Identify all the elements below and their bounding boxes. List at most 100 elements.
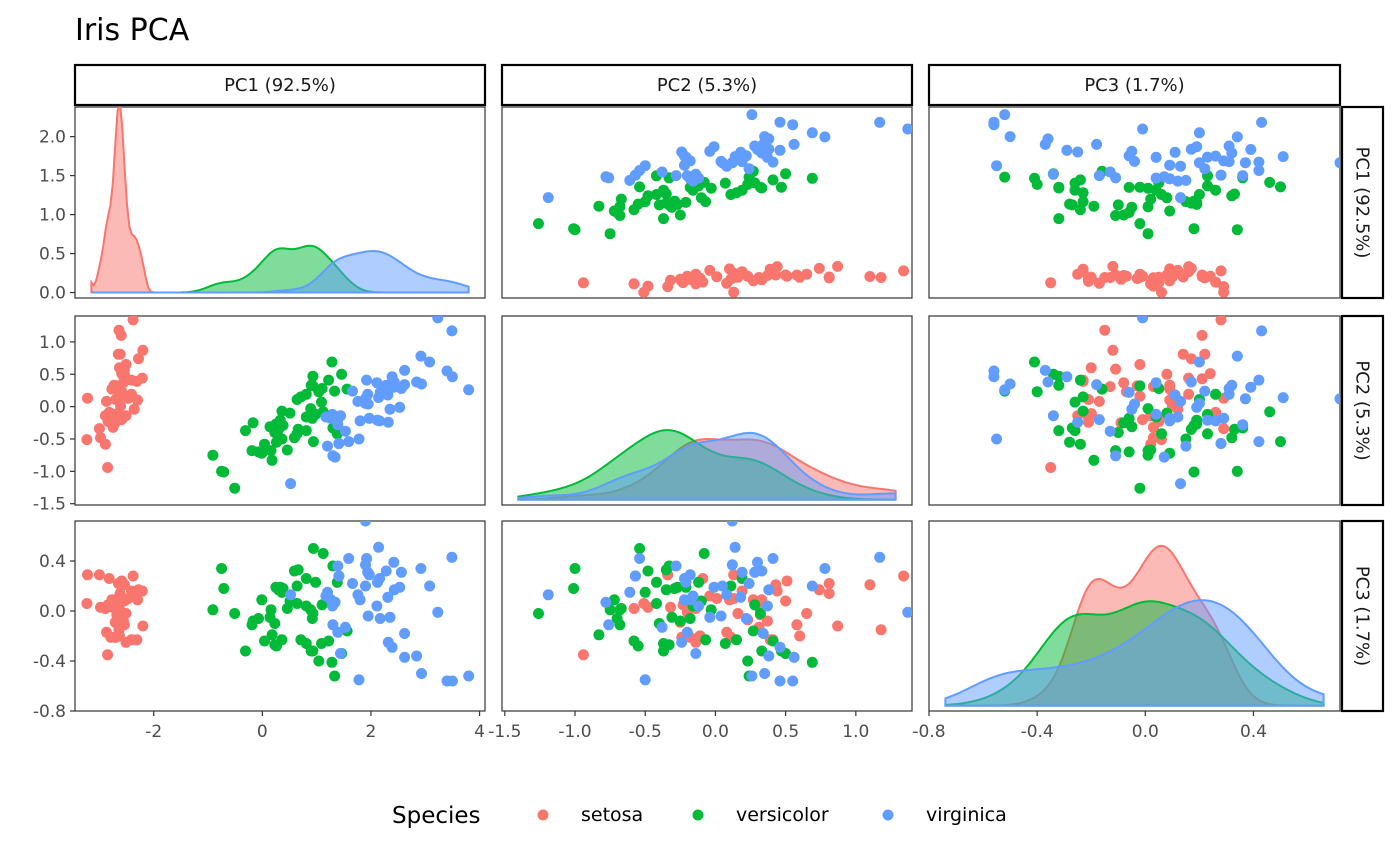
point-versicolor-41-pc2-pc3 xyxy=(1142,403,1154,415)
point-versicolor-49-pc2-pc3 xyxy=(1185,423,1197,435)
point-virginica-44-pc3-pc1 xyxy=(388,556,400,568)
point-versicolor-43-pc1-pc3 xyxy=(1188,223,1200,235)
point-versicolor-4-pc1-pc2 xyxy=(719,177,731,189)
point-versicolor-6-pc3-pc1 xyxy=(316,599,328,611)
point-virginica-35-pc3-pc2 xyxy=(806,580,818,592)
point-virginica-4-pc3-pc2 xyxy=(704,611,716,623)
point-virginica-43-pc3-pc1 xyxy=(395,566,407,578)
xtick-label-0-0: -2 xyxy=(145,722,162,742)
point-versicolor-48-pc2-pc1 xyxy=(207,449,219,461)
point-virginica-4-pc1-pc2 xyxy=(704,145,716,157)
point-versicolor-0-pc2-pc3 xyxy=(1029,356,1040,368)
point-virginica-45-pc2-pc3 xyxy=(1223,388,1235,400)
point-versicolor-35-pc2-pc3 xyxy=(1210,388,1222,400)
legend-label-versicolor: versicolor xyxy=(736,804,829,826)
point-virginica-16-pc1-pc3 xyxy=(1129,155,1140,167)
point-setosa-33-pc2-pc3 xyxy=(1196,329,1208,341)
point-virginica-38-pc2-pc3 xyxy=(1172,411,1184,423)
point-virginica-10-pc3-pc2 xyxy=(743,578,755,589)
point-versicolor-4-pc3-pc2 xyxy=(719,638,731,649)
point-virginica-44-pc2-pc1 xyxy=(388,381,400,393)
point-setosa-49-pc2-pc1 xyxy=(110,394,122,405)
point-virginica-46-pc3-pc2 xyxy=(656,621,668,633)
point-virginica-33-pc3-pc1 xyxy=(335,648,346,659)
point-versicolor-21-pc3-pc2 xyxy=(700,634,712,646)
point-virginica-38-pc3-pc1 xyxy=(320,590,332,602)
point-virginica-19-pc2-pc1 xyxy=(327,450,339,462)
point-versicolor-8-pc2-pc3 xyxy=(1031,386,1043,398)
point-virginica-46-pc1-pc2 xyxy=(656,166,668,178)
point-versicolor-40-pc2-pc1 xyxy=(281,444,293,456)
point-virginica-14-pc3-pc2 xyxy=(634,553,646,564)
point-setosa-40-pc1-pc2 xyxy=(747,275,759,287)
point-versicolor-7-pc1-pc3 xyxy=(1231,224,1243,236)
point-versicolor-31-pc1-pc3 xyxy=(1110,210,1122,221)
point-versicolor-21-pc2-pc1 xyxy=(276,405,288,417)
point-virginica-10-pc3-pc1 xyxy=(347,578,358,589)
ytick-label-0-2: 1.0 xyxy=(39,206,66,226)
point-versicolor-42-pc3-pc1 xyxy=(269,618,281,629)
point-versicolor-3-pc1-pc3 xyxy=(1088,200,1100,212)
point-virginica-32-pc2-pc1 xyxy=(374,415,386,427)
point-versicolor-14-pc1-pc2 xyxy=(674,209,686,221)
point-setosa-7-pc3-pc2 xyxy=(732,608,744,619)
point-setosa-16-pc2-pc3 xyxy=(1177,348,1189,360)
point-virginica-5-pc1-pc2 xyxy=(787,119,799,131)
point-virginica-35-pc1-pc2 xyxy=(806,127,818,139)
point-virginica-2-pc2-pc3 xyxy=(1091,379,1103,391)
point-setosa-33-pc1-pc2 xyxy=(864,271,876,282)
point-setosa-19-pc3-pc2 xyxy=(781,575,793,587)
point-setosa-36-pc3-pc2 xyxy=(794,630,806,642)
point-virginica-21-pc3-pc2 xyxy=(624,586,636,598)
point-virginica-38-pc2-pc1 xyxy=(320,411,332,423)
point-versicolor-40-pc1-pc2 xyxy=(615,193,627,205)
panel-content-0-2 xyxy=(988,109,1340,298)
point-virginica-31-pc2-pc1 xyxy=(432,316,444,324)
point-virginica-30-pc3-pc1 xyxy=(411,650,423,662)
point-versicolor-41-pc3-pc1 xyxy=(305,604,317,616)
point-virginica-21-pc2-pc1 xyxy=(322,440,333,452)
point-setosa-8-pc3-pc2 xyxy=(628,603,640,614)
point-versicolor-40-pc3-pc1 xyxy=(281,603,293,614)
point-virginica-6-pc3-pc1 xyxy=(285,589,297,601)
point-virginica-44-pc1-pc3 xyxy=(1245,144,1257,155)
point-setosa-44-pc3-pc2 xyxy=(771,585,783,597)
point-versicolor-2-pc1-pc2 xyxy=(780,168,792,180)
point-virginica-40-pc3-pc2 xyxy=(735,591,747,603)
point-versicolor-3-pc2-pc3 xyxy=(1088,454,1100,466)
point-virginica-34-pc3-pc2 xyxy=(639,674,651,686)
strip-top-pc3 xyxy=(927,63,1342,107)
point-setosa-42-pc2-pc1 xyxy=(93,423,105,435)
point-virginica-18-pc2-pc1 xyxy=(463,384,475,396)
point-versicolor-13-pc3-pc2 xyxy=(693,576,705,588)
point-virginica-10-pc1-pc2 xyxy=(743,163,755,175)
point-versicolor-36-pc3-pc2 xyxy=(767,635,779,647)
point-versicolor-13-pc1-pc3 xyxy=(1202,180,1213,192)
point-virginica-11-pc1-pc2 xyxy=(679,159,690,171)
point-setosa-48-pc2-pc1 xyxy=(118,363,130,375)
point-virginica-34-pc3-pc1 xyxy=(353,674,365,686)
point-versicolor-41-pc2-pc1 xyxy=(305,403,317,415)
point-virginica-3-pc2-pc1 xyxy=(363,412,375,424)
point-versicolor-30-pc2-pc3 xyxy=(1123,446,1135,458)
strip-right-pc1 xyxy=(1340,105,1385,300)
point-virginica-47-pc2-pc3 xyxy=(1175,395,1186,407)
point-virginica-49-pc2-pc1 xyxy=(332,419,344,431)
point-setosa-49-pc3-pc1 xyxy=(110,631,122,643)
point-setosa-7-pc2-pc3 xyxy=(1134,390,1146,402)
point-virginica-10-pc2-pc3 xyxy=(1199,385,1211,397)
point-virginica-18-pc1-pc2 xyxy=(746,109,758,121)
point-virginica-20-pc3-pc2 xyxy=(763,584,775,596)
point-virginica-44-pc2-pc3 xyxy=(1245,381,1257,393)
point-versicolor-33-pc2-pc3 xyxy=(1202,428,1213,440)
point-virginica-24-pc3-pc1 xyxy=(380,565,392,577)
point-virginica-20-pc1-pc3 xyxy=(1185,143,1197,155)
point-setosa-33-pc3-pc1 xyxy=(115,579,127,591)
point-virginica-33-pc2-pc3 xyxy=(1047,410,1059,422)
point-virginica-49-pc1-pc2 xyxy=(670,170,682,182)
point-setosa-47-pc1-pc3 xyxy=(1153,277,1165,289)
point-setosa-13-pc1-pc3 xyxy=(1156,286,1167,298)
point-versicolor-17-pc1-pc3 xyxy=(1066,199,1078,211)
point-virginica-31-pc1-pc2 xyxy=(902,123,912,135)
point-virginica-49-pc2-pc3 xyxy=(1237,419,1249,431)
